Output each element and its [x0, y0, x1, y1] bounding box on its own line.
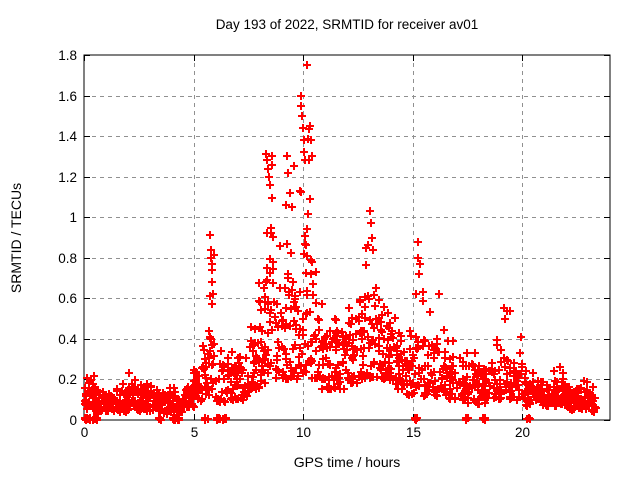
data-points	[81, 61, 600, 424]
y-tick-label: 1.8	[58, 48, 77, 63]
y-tick-label: 1.6	[58, 89, 77, 104]
gridlines	[84, 55, 610, 420]
axis-ticks	[84, 55, 610, 421]
x-tick-label: 5	[191, 425, 199, 440]
y-tick-label: 0.6	[58, 291, 77, 306]
x-tick-label: 10	[296, 425, 311, 440]
x-tick-label: 15	[406, 425, 421, 440]
x-axis-label: GPS time / hours	[294, 454, 401, 470]
chart-title: Day 193 of 2022, SRMTID for receiver av0…	[216, 17, 479, 32]
y-tick-label: 1.2	[58, 170, 77, 185]
y-tick-label: 1	[69, 210, 77, 225]
plot-border	[83, 54, 611, 421]
tick-labels: 0 0.2 0.4 0.6 0.8 1 1.2 1.4 1.6 1.8 0 5 10 15 20	[58, 48, 530, 440]
y-axis-label: SRMTID / TECUs	[8, 183, 24, 293]
y-tick-label: 0.2	[58, 372, 77, 387]
x-tick-label: 20	[515, 425, 530, 440]
y-tick-label: 0.8	[58, 251, 77, 266]
y-tick-label: 1.4	[58, 129, 77, 144]
x-tick-label: 0	[81, 425, 89, 440]
y-tick-label: 0.4	[58, 332, 77, 347]
y-tick-label: 0	[69, 413, 77, 428]
